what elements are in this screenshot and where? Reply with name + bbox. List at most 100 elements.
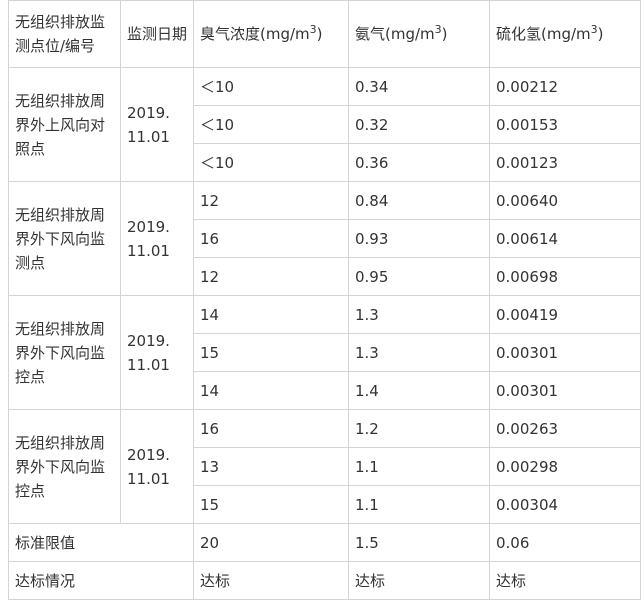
table-cell: 0.34 [348,67,490,106]
table-cell: 达标 [489,561,641,600]
table-cell: 1.1 [348,485,490,524]
cell-text: ＜10 [200,153,235,172]
table-cell: 标准限值 [8,523,194,562]
table-cell: 0.93 [348,219,490,258]
cell-text: 0.00698 [496,267,559,286]
table-cell: 0.84 [348,181,490,220]
cell-text: 0.95 [355,267,389,286]
table-cell: 0.00123 [489,143,641,182]
cell-text: 达标 [355,571,386,590]
cell-text: 达标情况 [15,571,76,590]
header-text: 氨气(mg/m [355,25,435,43]
cell-text: 2019.11.01 [127,445,170,488]
data-row: 14 1.4 0.00301 [9,371,641,410]
table-cell: 0.00614 [489,219,641,258]
cell-text: 0.84 [355,191,389,210]
table-cell: 0.32 [348,105,490,144]
data-row: 12 0.95 0.00698 [9,257,641,296]
cell-text: 0.32 [355,115,389,134]
table-cell: 1.2 [348,409,490,448]
table-cell: 12 [193,257,349,296]
footer-row: 达标情况 达标 达标 达标 [8,561,641,600]
data-row: 15 1.3 0.00301 [9,333,641,372]
cell-text: 无组织排放周界外下风向监控点 [15,433,106,500]
data-row: ＜10 0.32 0.00153 [9,105,641,144]
data-row: 13 1.1 0.00298 [9,447,641,486]
table-cell: 2019.11.01 [120,295,194,410]
table-cell: 15 [193,485,349,524]
data-table: 无组织排放监测点位/编号 监测日期 臭气浓度(mg/m3) 氨气(mg/m3) 硫化氢(… [8,0,641,600]
table-cell: 1.3 [348,333,490,372]
cell-text: 0.00419 [496,305,559,324]
cell-text: 无组织排放周界外下风向监控点 [15,319,106,386]
cell-text: 0.00123 [496,153,559,172]
cell-text: 15 [200,495,220,514]
cell-text: 0.00298 [496,457,559,476]
data-row: 无组织排放周界外下风向监控点 2019.11.01 16 1.2 0.00263 [8,409,641,524]
cell-text: 达标 [496,571,527,590]
table-cell: 0.00153 [489,105,641,144]
table-cell: 14 [193,371,349,410]
table-cell: 0.36 [348,143,490,182]
table-cell: ＜10 [193,105,349,144]
table-cell: 16 [193,219,349,258]
cell-text: 12 [200,267,220,286]
cell-text: 16 [200,229,220,248]
cell-text: 0.06 [496,533,530,552]
cell-text: 达标 [200,571,231,590]
header-cell: 氨气(mg/m3) [348,0,490,68]
table-cell: 无组织排放周界外下风向监控点 [8,295,121,410]
cell-text: 2019.11.01 [127,217,170,260]
table-cell: 无组织排放周界外下风向监控点 [8,409,121,524]
cell-text: 0.00212 [496,77,559,96]
cell-text: 14 [200,305,220,324]
header-cell: 监测日期 [120,0,194,68]
cell-text: ＜10 [200,77,235,96]
data-row: 无组织排放周界外下风向监测点 2019.11.01 12 0.84 0.00640 [8,181,641,296]
cell-text: 13 [200,457,220,476]
header-superscript: 3 [434,23,442,36]
table-cell: 0.00298 [489,447,641,486]
table-cell: 0.00640 [489,181,641,220]
data-row: 无组织排放周界外上风向对照点 2019.11.01 ＜10 0.34 0.00212 [8,67,641,182]
cell-text: 0.34 [355,77,389,96]
header-text: ) [597,25,604,43]
cell-text: 0.00153 [496,115,559,134]
table-cell: 达标情况 [8,561,194,600]
table-cell: 达标 [193,561,349,600]
header-superscript: 3 [590,23,598,36]
table-cell: 0.00212 [489,67,641,106]
table-cell: 0.00263 [489,409,641,448]
table-body: 无组织排放监测点位/编号 监测日期 臭气浓度(mg/m3) 氨气(mg/m3) 硫化氢(… [8,0,641,600]
cell-text: 无组织排放周界外下风向监测点 [15,205,106,272]
cell-text: 1.3 [355,343,379,362]
cell-text: 1.4 [355,381,379,400]
cell-text: 1.1 [355,457,379,476]
table-cell: 14 [193,295,349,334]
table-cell: 1.4 [348,371,490,410]
table-cell: 20 [193,523,349,562]
cell-text: 12 [200,191,220,210]
table-cell: 16 [193,409,349,448]
header-row: 无组织排放监测点位/编号 监测日期 臭气浓度(mg/m3) 氨气(mg/m3) 硫化氢(… [8,0,641,68]
data-row: 16 0.93 0.00614 [9,219,641,258]
data-row: 无组织排放周界外下风向监控点 2019.11.01 14 1.3 0.00419 [8,295,641,410]
cell-text: 20 [200,533,220,552]
cell-text: 0.00301 [496,381,559,400]
header-text: 硫化氢(mg/m [496,25,591,43]
cell-text: 0.36 [355,153,389,172]
table-cell: 达标 [348,561,490,600]
table-cell: 0.00419 [489,295,641,334]
table-cell: 12 [193,181,349,220]
cell-text: 2019.11.01 [127,103,170,146]
cell-text: 0.00640 [496,191,559,210]
cell-text: 标准限值 [15,533,76,552]
header-superscript: 3 [309,23,317,36]
data-row: ＜10 0.36 0.00123 [9,143,641,182]
table-cell: 无组织排放周界外上风向对照点 [8,67,121,182]
cell-text: 2019.11.01 [127,331,170,374]
table-cell: 0.00301 [489,371,641,410]
cell-text: 0.93 [355,229,389,248]
footer-row: 标准限值 20 1.5 0.06 [8,523,641,562]
